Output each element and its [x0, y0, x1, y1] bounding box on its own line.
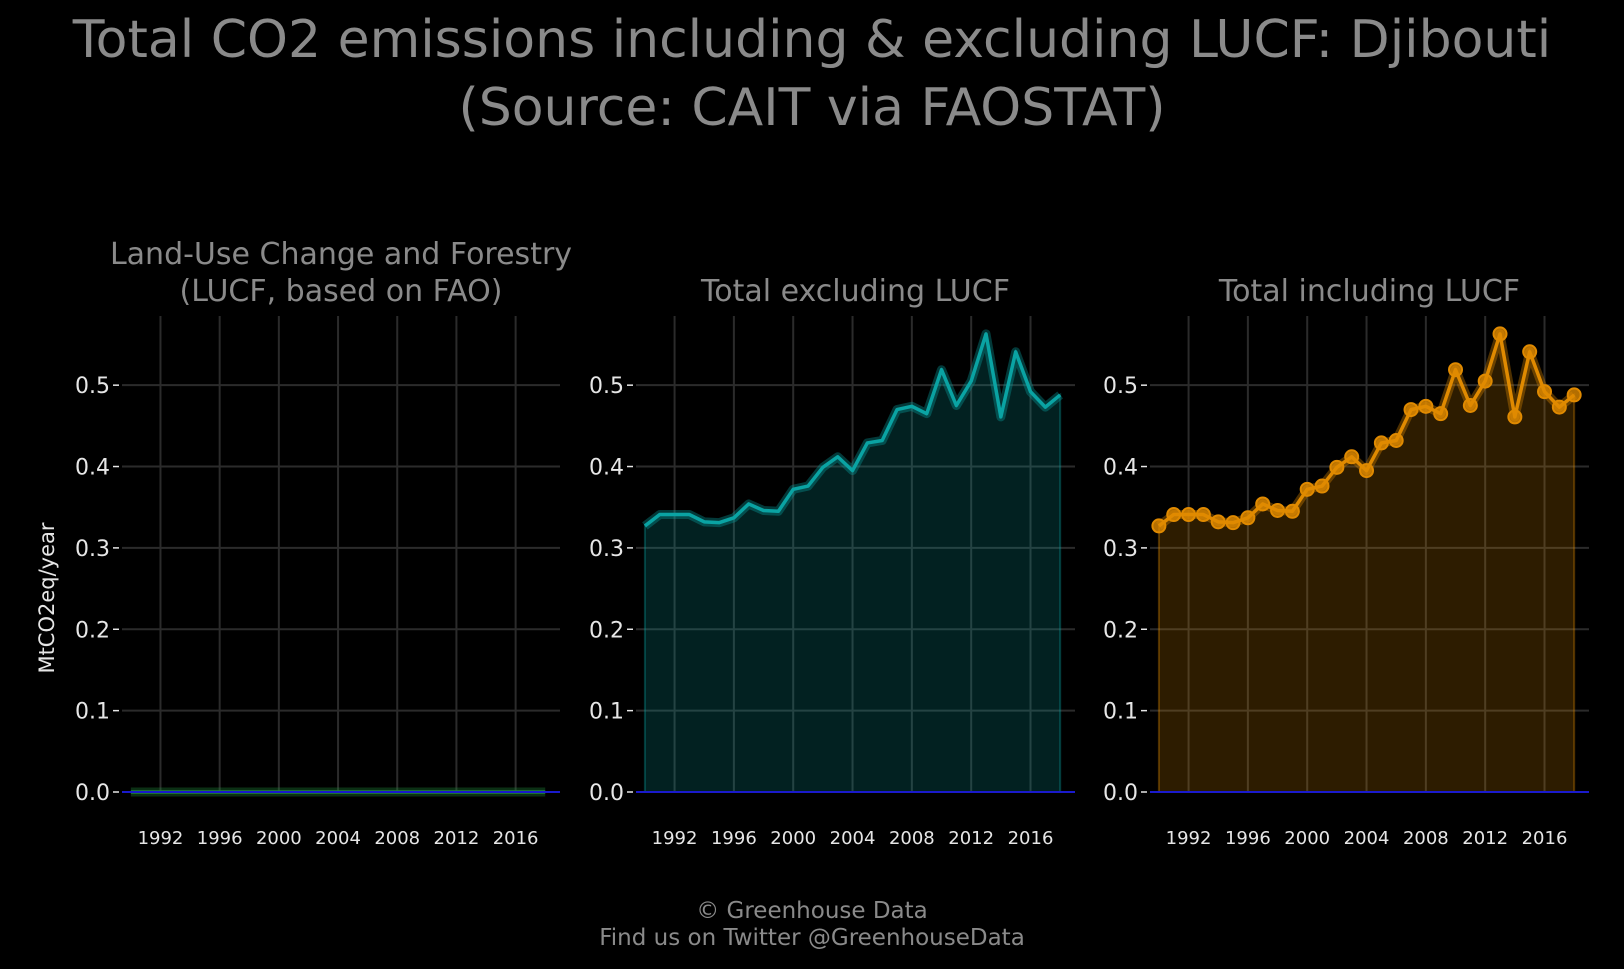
y-tick-label: 0.5 — [75, 374, 110, 399]
chart-title-line2: (Source: CAIT via FAOSTAT) — [458, 78, 1166, 138]
panel-title: (LUCF, based on FAO) — [180, 274, 503, 309]
data-point — [1151, 518, 1167, 534]
credits: © Greenhouse Data Find us on Twitter @Gr… — [0, 898, 1624, 952]
x-tick-label: 1992 — [138, 828, 184, 849]
x-tick-label: 1996 — [1225, 828, 1271, 849]
y-tick-label: 0.3 — [589, 537, 624, 562]
data-point — [1388, 432, 1404, 448]
data-point — [1181, 507, 1197, 523]
credits-copyright: © Greenhouse Data — [696, 898, 928, 924]
panel-title: Total excluding LUCF — [700, 274, 1010, 309]
chart-title: Total CO2 emissions including & excludin… — [0, 6, 1624, 142]
data-point — [1537, 384, 1553, 400]
x-tick-label: 2004 — [1344, 828, 1390, 849]
x-tick-label: 2016 — [1008, 828, 1054, 849]
x-tick-label: 2000 — [1284, 828, 1330, 849]
x-tick-label: 2012 — [948, 828, 994, 849]
y-tick-label: 0.2 — [75, 618, 110, 643]
x-tick-label: 2004 — [830, 828, 876, 849]
data-point — [1462, 398, 1478, 414]
data-point — [1270, 502, 1286, 518]
x-tick-label: 1996 — [197, 828, 243, 849]
panel-title: Land-Use Change and Forestry — [110, 237, 572, 272]
x-tick-label: 2016 — [1522, 828, 1568, 849]
data-point — [1195, 507, 1211, 523]
data-point — [1284, 503, 1300, 519]
data-point — [1433, 406, 1449, 422]
data-point — [1299, 481, 1315, 497]
x-tick-label: 2004 — [315, 828, 361, 849]
y-tick-label: 0.2 — [1103, 618, 1138, 643]
x-tick-label: 2016 — [493, 828, 539, 849]
panel-2: 0.0 0.1 0.2 0.3 0.4 0.5 1992 1996 2000 2004 2008 20… — [589, 274, 1075, 849]
data-point — [1507, 409, 1523, 425]
panel-title: Total including LUCF — [1218, 274, 1520, 309]
data-point — [1566, 387, 1582, 403]
y-tick-label: 0.0 — [589, 781, 624, 806]
y-tick-label: 0.4 — [589, 456, 624, 481]
credits-twitter: Find us on Twitter @GreenhouseData — [599, 925, 1025, 951]
x-tick-label: 2008 — [1403, 828, 1449, 849]
panel-1: 0.0 0.1 0.2 0.3 0.4 0.5 1992 1996 2000 2004 2008 20… — [75, 237, 572, 849]
y-tick-label: 0.0 — [75, 781, 110, 806]
x-tick-label: 2012 — [1462, 828, 1508, 849]
x-tick-label: 2012 — [434, 828, 480, 849]
y-tick-label: 0.2 — [589, 618, 624, 643]
x-tick-label: 1992 — [652, 828, 698, 849]
data-point — [1314, 478, 1330, 494]
y-tick-label: 0.1 — [75, 700, 110, 725]
data-point — [1359, 463, 1375, 479]
data-point — [1329, 459, 1345, 475]
data-point — [1492, 326, 1508, 342]
y-tick-label: 0.5 — [1103, 374, 1138, 399]
y-tick-label: 0.1 — [1103, 700, 1138, 725]
chart-panels: 0.0 0.1 0.2 0.3 0.4 0.5 1992 1996 2000 2004 2008 20… — [75, 237, 1589, 849]
x-tick-label: 2008 — [374, 828, 420, 849]
data-point — [1418, 398, 1434, 414]
data-point — [1551, 399, 1567, 415]
y-axis-label: MtCO2eq/year — [35, 522, 59, 673]
x-tick-label: 1996 — [711, 828, 757, 849]
data-point — [1255, 496, 1271, 512]
y-tick-label: 0.4 — [1103, 456, 1138, 481]
data-point — [1448, 362, 1464, 378]
series-line — [643, 332, 1062, 528]
y-tick-label: 0.3 — [75, 537, 110, 562]
data-point — [1240, 510, 1256, 526]
x-tick-label: 2000 — [256, 828, 302, 849]
y-tick-label: 0.3 — [1103, 537, 1138, 562]
data-point — [1373, 435, 1389, 451]
data-point — [1225, 515, 1241, 531]
chart-title-line1: Total CO2 emissions including & excludin… — [72, 10, 1552, 70]
data-point — [1210, 514, 1226, 530]
data-point — [1403, 402, 1419, 418]
y-tick-label: 0.4 — [75, 456, 110, 481]
y-tick-label: 0.5 — [589, 374, 624, 399]
data-point — [1344, 449, 1360, 465]
y-tick-label: 0.0 — [1103, 781, 1138, 806]
data-point — [1522, 344, 1538, 360]
x-tick-label: 1992 — [1166, 828, 1212, 849]
x-tick-label: 2000 — [770, 828, 816, 849]
data-point — [1477, 373, 1493, 389]
data-point — [1166, 507, 1182, 523]
y-tick-label: 0.1 — [589, 700, 624, 725]
x-tick-label: 2008 — [889, 828, 935, 849]
panel-3: 0.0 0.1 0.2 0.3 0.4 0.5 1992 1996 2000 2004 2008 20… — [1103, 274, 1589, 849]
